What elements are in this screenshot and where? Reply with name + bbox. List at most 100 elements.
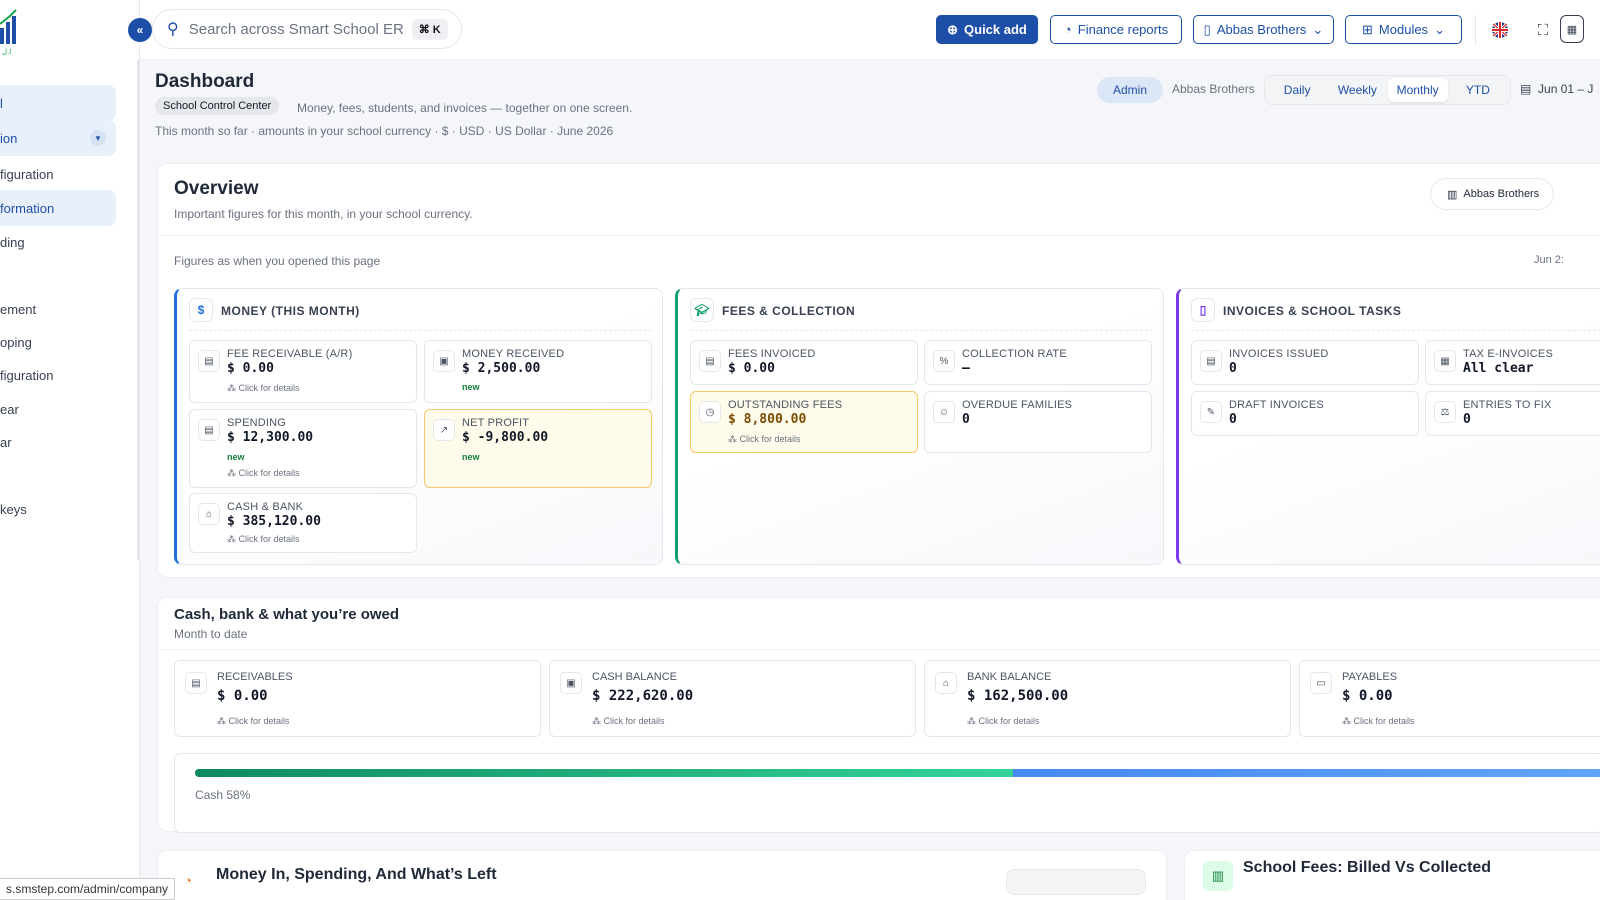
tile-value: 0 (1229, 361, 1237, 376)
tile-label: ENTRIES TO FIX (1463, 399, 1552, 411)
tile-label: FEE RECEIVABLE (A/R) (227, 348, 353, 360)
payables-tile[interactable]: ▭ PAYABLES $ 0.00 ⁂ Click for details (1299, 660, 1600, 737)
click-for-details[interactable]: ⁂ Click for details (728, 434, 801, 445)
sidebar-item-dashboard[interactable]: l (0, 85, 116, 121)
draft-invoices-tile[interactable]: ✎ DRAFT INVOICES 0 (1191, 391, 1419, 436)
click-label: Click for details (238, 468, 300, 478)
tile-label: PAYABLES (1342, 671, 1398, 683)
sidebar-item-mapping[interactable]: oping (0, 324, 116, 360)
as-of-note: Figures as when you opened this page (174, 254, 381, 268)
sidebar-item-configuration[interactable]: figuration (0, 156, 116, 192)
sidebar-item-misc[interactable] (0, 458, 116, 494)
users-icon: ☺ (933, 401, 955, 423)
click-label: Click for details (1353, 716, 1415, 726)
page-subtitle: Money, fees, students, and invoices — to… (297, 101, 633, 115)
calendar-icon: ▤ (1520, 82, 1532, 96)
invoices-group-title: INVOICES & SCHOOL TASKS (1223, 304, 1402, 318)
grid-icon: ⊞ (1362, 21, 1373, 37)
receivables-tile[interactable]: ▤ RECEIVABLES $ 0.00 ⁂ Click for details (174, 660, 541, 737)
search-input[interactable]: ⚲ Search across Smart School ER ⌘ K (152, 9, 462, 49)
sidebar-item-label: l (0, 95, 3, 111)
click-for-details[interactable]: ⁂ Click for details (217, 716, 290, 727)
sidebar-item-branding[interactable]: ding (0, 224, 116, 260)
tile-label: CASH BALANCE (592, 671, 677, 683)
finance-reports-button[interactable]: ◔ Finance reports (1050, 15, 1182, 44)
sidebar-item-calendar[interactable]: ar (0, 424, 116, 460)
tax-einvoices-tile[interactable]: ▦ TAX E-INVOICES All clear (1425, 340, 1600, 385)
click-for-details[interactable]: ⁂ Click for details (967, 716, 1040, 727)
cash-balance-tile[interactable]: ▣ CASH BALANCE $ 222,620.00 ⁂ Click for … (549, 660, 916, 737)
calendar-icon[interactable]: ▦ (1560, 15, 1584, 43)
fees-group-title: FEES & COLLECTION (722, 304, 856, 318)
overdue-families-tile[interactable]: ☺ OVERDUE FAMILIES 0 (924, 391, 1152, 453)
net-profit-tile[interactable]: ↗ NET PROFIT $ -9,800.00 new (424, 409, 652, 488)
tile-label: NET PROFIT (462, 417, 530, 429)
school-logo-icon[interactable]: ا.ل (0, 6, 22, 56)
overview-card: Overview Important figures for this mont… (157, 163, 1600, 578)
tile-label: CASH & BANK (227, 501, 304, 513)
overview-org-button[interactable]: ▥ Abbas Brothers (1430, 178, 1555, 210)
period-ytd[interactable]: YTD (1465, 83, 1490, 97)
money-group-title: MONEY (THIS MONTH) (221, 304, 360, 318)
sidebar-item-information[interactable]: formation (0, 190, 116, 226)
spending-tile[interactable]: ▤ SPENDING $ 12,300.00 new ⁂ Click for d… (189, 409, 417, 488)
date-range-label: Jun 01 – J (1538, 82, 1594, 96)
tile-label: OVERDUE FAMILIES (962, 399, 1073, 411)
cash-bank-split: Cash 58% (174, 753, 1600, 833)
money-received-tile[interactable]: ▣ MONEY RECEIVED $ 2,500.00 new (424, 340, 652, 403)
sidebar-item-year[interactable]: ear (0, 391, 116, 427)
sidebar-scrollbar[interactable] (137, 60, 139, 560)
sidebar-item-management[interactable]: ement (0, 291, 116, 327)
date-range-picker[interactable]: ▤ Jun 01 – J (1520, 82, 1593, 96)
invoices-issued-tile[interactable]: ▤ INVOICES ISSUED 0 (1191, 340, 1419, 385)
sidebar-item-label: keys (0, 501, 27, 517)
period-monthly[interactable]: Monthly (1387, 78, 1448, 102)
sidebar-item-configuration-2[interactable]: figuration (0, 357, 116, 393)
tile-value: $ -9,800.00 (462, 430, 549, 445)
tile-value: 0 (1463, 412, 1471, 427)
collapse-sidebar-button[interactable]: « (128, 18, 152, 42)
click-for-details[interactable]: ⁂ Click for details (1342, 716, 1415, 727)
sparkle-icon: ⁂ (217, 716, 226, 726)
modules-button[interactable]: ⊞ Modules ⌄ (1345, 15, 1462, 44)
overview-title: Overview (174, 178, 259, 199)
org-select[interactable]: ▯ Abbas Brothers ⌄ (1193, 15, 1334, 44)
entries-to-fix-tile[interactable]: ⚖ ENTRIES TO FIX 0 (1425, 391, 1600, 436)
tile-value: – (962, 361, 970, 376)
sidebar: ا.ل l ion ▾ figuration formation ding em… (0, 0, 140, 900)
click-for-details[interactable]: ⁂ Click for details (227, 534, 300, 545)
sidebar-item-keys[interactable]: keys (0, 491, 116, 527)
new-badge: new (462, 382, 480, 392)
tile-label: TAX E-INVOICES (1463, 348, 1553, 360)
period-switcher: Daily Weekly Monthly YTD (1264, 75, 1511, 105)
click-for-details[interactable]: ⁂ Click for details (227, 383, 300, 394)
fee-receivable-tile[interactable]: ▤ FEE RECEIVABLE (A/R) $ 0.00 ⁂ Click fo… (189, 340, 417, 403)
period-weekly[interactable]: Weekly (1337, 83, 1377, 97)
topbar: ⚲ Search across Smart School ER ⌘ K ⊕ Qu… (140, 0, 1600, 60)
sidebar-item-label: figuration (0, 367, 54, 383)
bank-balance-tile[interactable]: ⌂ BANK BALANCE $ 162,500.00 ⁂ Click for … (924, 660, 1291, 737)
click-for-details[interactable]: ⁂ Click for details (227, 468, 300, 479)
svg-text:ا.ل: ا.ل (2, 48, 11, 56)
quick-add-button[interactable]: ⊕ Quick add (936, 15, 1038, 44)
tile-label: SPENDING (227, 417, 287, 429)
tile-label: OUTSTANDING FEES (728, 399, 843, 411)
click-for-details[interactable]: ⁂ Click for details (592, 716, 665, 727)
chevron-down-icon: ▾ (90, 130, 106, 146)
fees-invoiced-tile[interactable]: ▤ FEES INVOICED $ 0.00 (690, 340, 918, 385)
chart-period-switcher[interactable] (1006, 869, 1146, 895)
period-daily[interactable]: Daily (1283, 83, 1311, 97)
building-icon: ▥ (1447, 188, 1458, 201)
cash-share-fill (195, 769, 1013, 777)
outstanding-fees-tile[interactable]: ◷ OUTSTANDING FEES $ 8,800.00 ⁂ Click fo… (690, 391, 918, 453)
sidebar-item-organization[interactable]: ion ▾ (0, 120, 116, 156)
status-bar-url: s.smstep.com/admin/company (0, 878, 176, 900)
language-uk-flag-icon[interactable] (1485, 15, 1515, 45)
collection-rate-tile[interactable]: % COLLECTION RATE – (924, 340, 1152, 385)
cash-bank-tile[interactable]: ⌂ CASH & BANK $ 385,120.00 ⁂ Click for d… (189, 493, 417, 553)
tile-value: $ 0.00 (1342, 688, 1393, 704)
money-group: $ MONEY (THIS MONTH) ▤ FEE RECEIVABLE (A… (174, 288, 663, 565)
fullscreen-icon[interactable]: ⛶ (1537, 21, 1549, 39)
click-label: Click for details (603, 716, 665, 726)
receipt-tax-icon: ▦ (1434, 350, 1456, 372)
